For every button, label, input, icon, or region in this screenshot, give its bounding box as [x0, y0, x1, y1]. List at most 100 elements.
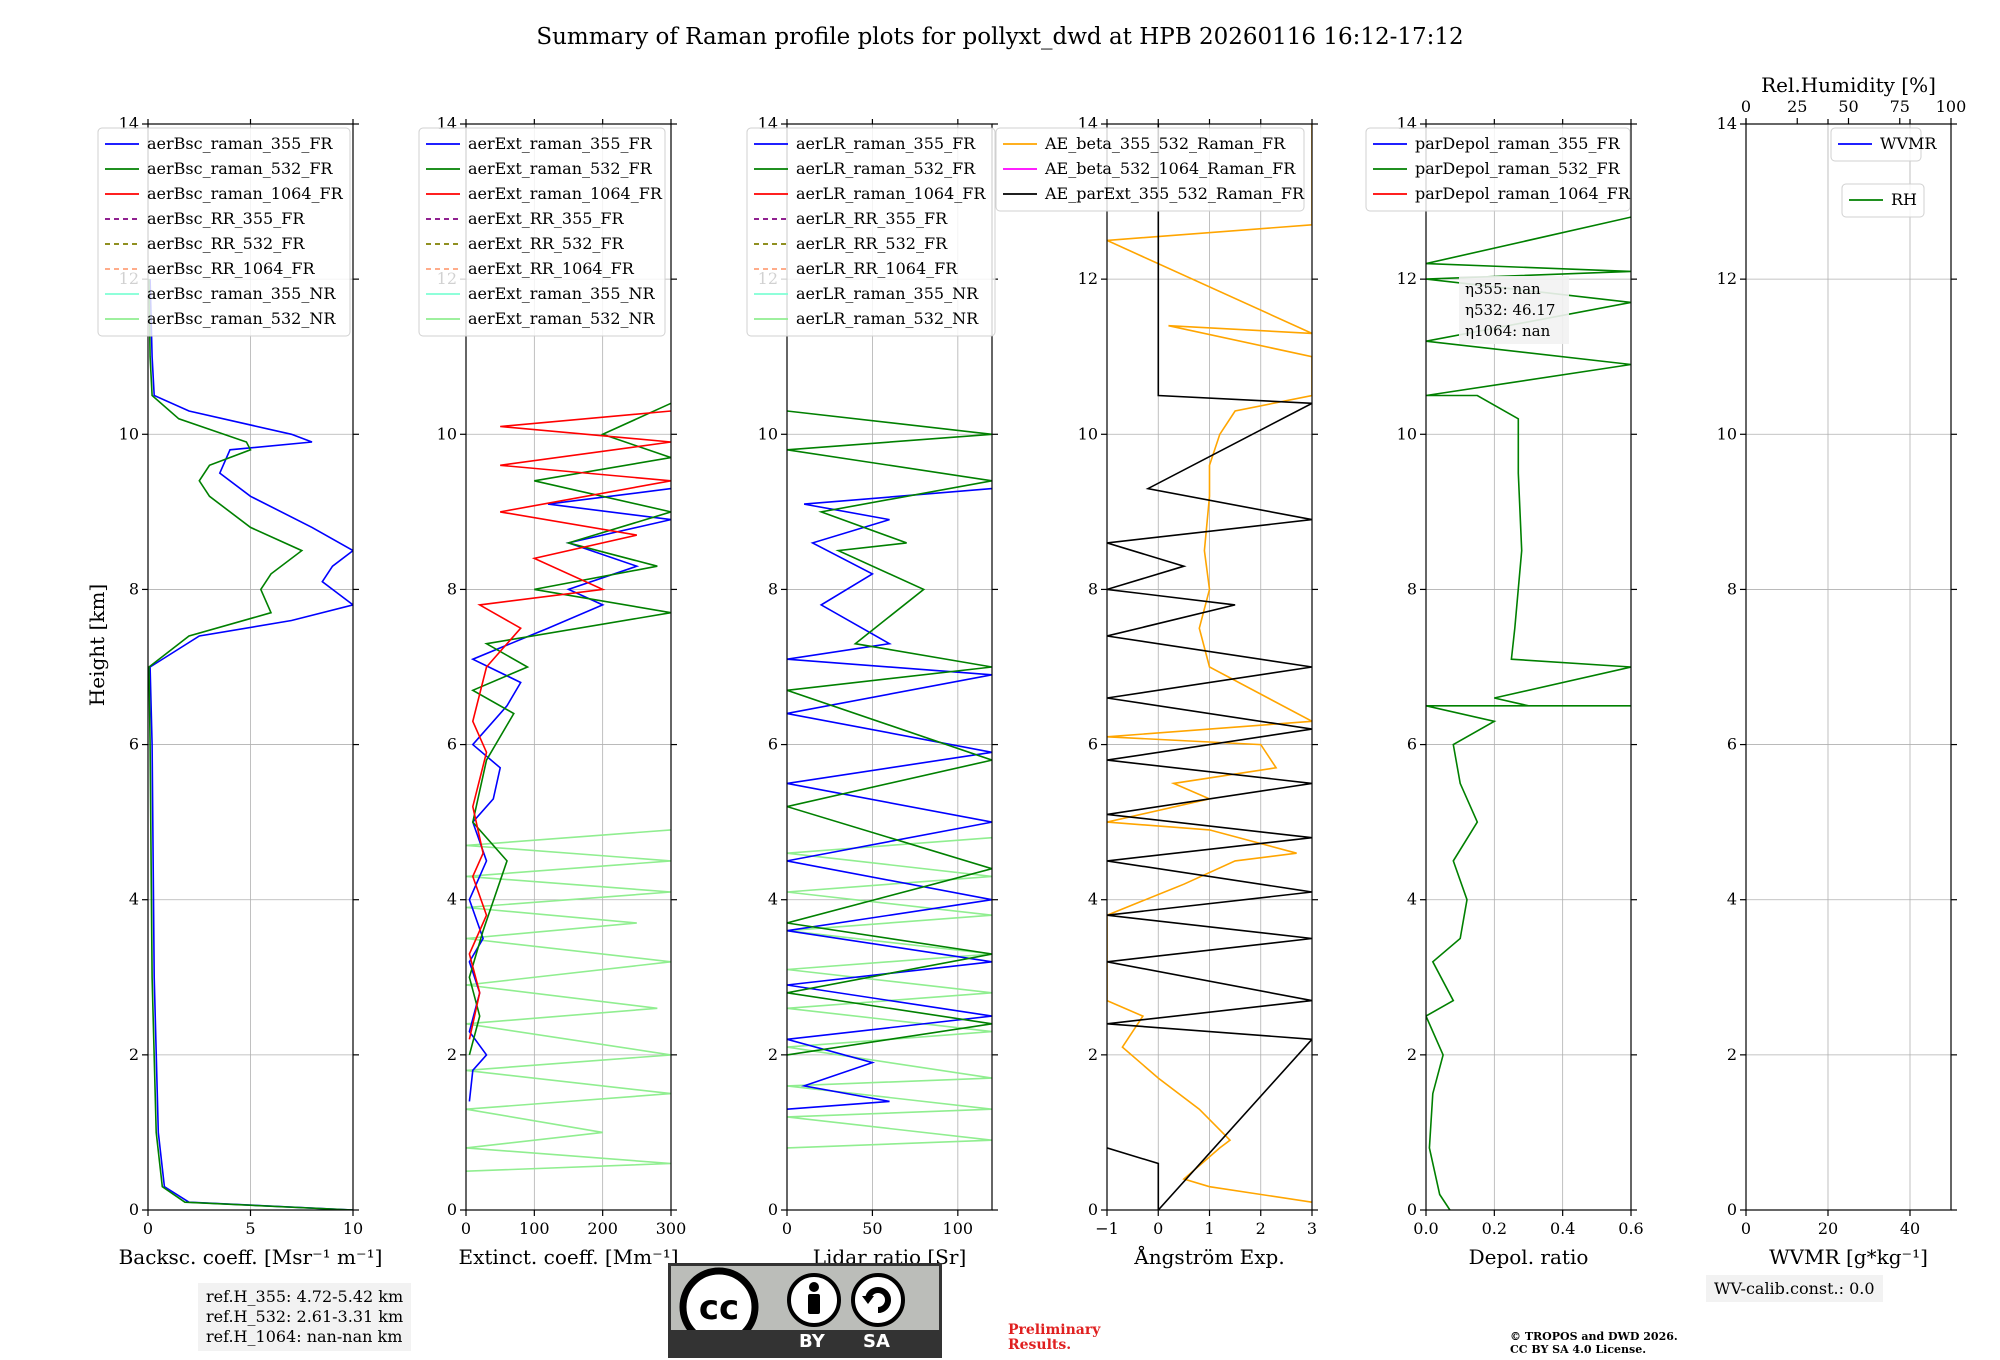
- legend-label: aerExt_RR_532_FR: [468, 234, 625, 253]
- y-tick-label: 8: [129, 579, 139, 598]
- x2-tick-label: 0: [1741, 97, 1751, 116]
- y-tick-label: 12: [1397, 269, 1417, 288]
- copyright-notice: © TROPOS and DWD 2026. CC BY SA 4.0 Lice…: [1510, 1330, 1678, 1356]
- y-tick-label: 8: [1407, 579, 1417, 598]
- y-tick-label: 6: [1727, 735, 1737, 754]
- wv-calib-text: WV-calib.const.: 0.0: [1714, 1279, 1875, 1298]
- y-tick-label: 14: [1717, 114, 1737, 133]
- legend-label: aerLR_RR_1064_FR: [796, 259, 958, 278]
- series-line-aerExt_raman_532_FR: [468, 402, 671, 1056]
- legend-label: aerExt_RR_1064_FR: [468, 259, 635, 278]
- y-tick-label: 10: [119, 424, 139, 443]
- panel-bsc: 051002468101214Backsc. coeff. [Msr⁻¹ m⁻¹…: [97, 114, 383, 1269]
- y-tick-label: 12: [1717, 269, 1737, 288]
- panel-ext: 010020030002468101214Extinct. coeff. [Mm…: [418, 114, 687, 1269]
- legend-label: aerLR_raman_355_FR: [796, 134, 976, 153]
- ref-h-1064: ref.H_1064: nan-nan km: [206, 1327, 403, 1346]
- series-line-aerBsc_raman_355_FR: [149, 279, 353, 1210]
- legend-label: WVMR: [1880, 134, 1937, 153]
- x2-tick-label: 50: [1838, 97, 1858, 116]
- y-tick-label: 10: [1717, 424, 1737, 443]
- legend-frame: [995, 127, 1305, 212]
- y-tick-label: 4: [1088, 890, 1098, 909]
- axes-frame: [786, 123, 993, 1211]
- y-axis-label: Height [km]: [85, 584, 109, 706]
- x2-tick-label: 25: [1787, 97, 1807, 116]
- legend-label: aerBsc_RR_1064_FR: [147, 259, 316, 278]
- x-tick-label: 2: [1256, 1219, 1266, 1238]
- y-tick-label: 2: [447, 1045, 457, 1064]
- cc-sa-label: SA: [863, 1331, 890, 1352]
- y-tick-label: 0: [129, 1200, 139, 1219]
- eta-annotation-box: [1459, 276, 1569, 344]
- legend-label: aerBsc_raman_532_FR: [147, 159, 333, 178]
- legend: aerLR_raman_355_FR aerLR_raman_532_FR aerL…: [746, 127, 996, 337]
- y-tick-label: 2: [768, 1045, 778, 1064]
- axes-frame: [1425, 123, 1632, 1211]
- y-tick-label: 6: [447, 735, 457, 754]
- x-tick-label: 0.2: [1482, 1219, 1507, 1238]
- y-tick-label: 12: [1078, 269, 1098, 288]
- x-axis-label: Depol. ratio: [1469, 1245, 1589, 1269]
- x2-tick-label: 75: [1890, 97, 1910, 116]
- legend-frame: [746, 127, 996, 337]
- legend-frame: [418, 127, 666, 337]
- legend-label: aerBsc_RR_355_FR: [147, 209, 305, 228]
- y-tick-label: 0: [447, 1200, 457, 1219]
- legend-label: aerExt_raman_355_NR: [468, 284, 656, 303]
- share-alike-icon: [851, 1273, 905, 1327]
- y-tick-label: 4: [129, 890, 139, 909]
- legend-label: AE_parExt_355_532_Raman_FR: [1044, 184, 1305, 203]
- axes-frame: [465, 123, 672, 1211]
- preliminary-notice: Preliminary Results.: [1008, 1323, 1100, 1353]
- x-axis-label: Backsc. coeff. [Msr⁻¹ m⁻¹]: [119, 1245, 383, 1269]
- legend-label: aerLR_raman_355_NR: [796, 284, 979, 303]
- eta-value: η1064: nan: [1465, 322, 1551, 340]
- legend-label: aerBsc_raman_1064_FR: [147, 184, 344, 203]
- legend-label: aerBsc_RR_532_FR: [147, 234, 305, 253]
- x-tick-label: 3: [1307, 1219, 1317, 1238]
- y-tick-label: 10: [758, 424, 778, 443]
- legend-label: aerExt_raman_355_FR: [468, 134, 653, 153]
- x-tick-label: 5: [245, 1219, 255, 1238]
- y-tick-label: 0: [1407, 1200, 1417, 1219]
- legend: parDepol_raman_355_FR parDepol_raman_532_…: [1365, 127, 1631, 212]
- legend: AE_beta_355_532_Raman_FR AE_beta_532_1064…: [995, 127, 1305, 212]
- x-tick-label: −1: [1095, 1219, 1119, 1238]
- svg-text:cc: cc: [699, 1288, 739, 1328]
- copyright-line-2: CC BY SA 4.0 License.: [1510, 1343, 1647, 1356]
- y-tick-label: 8: [1727, 579, 1737, 598]
- legend-label: parDepol_raman_355_FR: [1415, 134, 1621, 153]
- y-tick-label: 6: [1088, 735, 1098, 754]
- series-line-aerExt_raman_532_NR: [466, 829, 671, 1172]
- x-tick-label: 300: [656, 1219, 687, 1238]
- x-tick-label: 50: [862, 1219, 882, 1238]
- series-line-aerLR_raman_355_FR: [787, 487, 992, 1110]
- x-tick-label: 200: [587, 1219, 618, 1238]
- legend: aerBsc_raman_355_FR aerBsc_raman_532_FRae…: [97, 127, 351, 337]
- axes-frame: [1745, 123, 1952, 1211]
- x2-axis-label: Rel.Humidity [%]: [1761, 73, 1936, 97]
- y-tick-label: 10: [1397, 424, 1417, 443]
- legend: aerExt_raman_355_FR aerExt_raman_532_FRae…: [418, 127, 666, 337]
- legend-frame: [1365, 127, 1631, 212]
- x-tick-label: 0: [782, 1219, 792, 1238]
- x-axis-label: WVMR [g*kg⁻¹]: [1769, 1245, 1928, 1269]
- legend-label: AE_beta_532_1064_Raman_FR: [1044, 159, 1296, 178]
- preliminary-line-2: Results.: [1008, 1337, 1072, 1353]
- y-tick-label: 4: [768, 890, 778, 909]
- y-tick-label: 6: [1407, 735, 1417, 754]
- legend-label: AE_beta_355_532_Raman_FR: [1044, 134, 1286, 153]
- y-tick-label: 8: [768, 579, 778, 598]
- series-line-aerExt_raman_1064_FR: [468, 410, 671, 1040]
- y-tick-label: 10: [437, 424, 457, 443]
- series-line-AE_parExt_355_532_Raman_FR: [1107, 124, 1312, 1210]
- panel-lr: 05010002468101214Lidar ratio [Sr]aerLR_r…: [746, 114, 998, 1269]
- y-tick-label: 0: [1727, 1200, 1737, 1219]
- cc-bar: [671, 1330, 939, 1355]
- y-tick-label: 0: [768, 1200, 778, 1219]
- series-line-aerBsc_raman_532_FR: [148, 279, 353, 1210]
